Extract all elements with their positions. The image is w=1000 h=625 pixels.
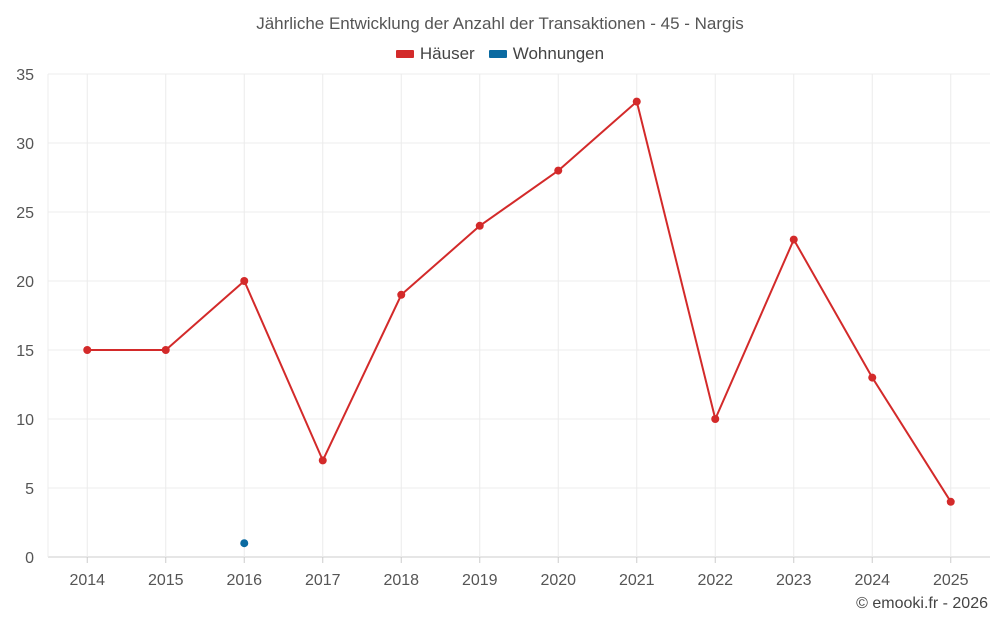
copyright-text: © emooki.fr - 2026 bbox=[856, 595, 988, 612]
data-point-series-0 bbox=[240, 277, 249, 285]
y-tick-label: 10 bbox=[16, 412, 34, 429]
data-point-series-0 bbox=[161, 346, 170, 354]
y-tick-label: 5 bbox=[25, 481, 34, 498]
legend-item-wohnungen[interactable]: Wohnungen bbox=[488, 44, 605, 64]
x-tick-label: 2016 bbox=[226, 572, 262, 589]
x-tick-label: 2015 bbox=[148, 572, 184, 589]
x-tick-label: 2019 bbox=[462, 572, 498, 589]
data-point-series-0 bbox=[868, 373, 877, 382]
y-tick-label: 35 bbox=[16, 67, 34, 84]
x-tick-label: 2024 bbox=[854, 572, 890, 589]
y-tick-label: 20 bbox=[16, 274, 34, 291]
legend-item-haeuser[interactable]: Häuser bbox=[395, 44, 475, 64]
legend-label-haeuser: Häuser bbox=[419, 44, 475, 63]
x-tick-label: 2017 bbox=[305, 572, 341, 589]
x-tick-label: 2021 bbox=[619, 572, 655, 589]
data-point-series-1 bbox=[240, 539, 249, 548]
y-tick-label: 15 bbox=[16, 343, 34, 360]
series-line-0 bbox=[87, 100, 952, 503]
data-point-series-0 bbox=[711, 415, 720, 423]
data-point-series-0 bbox=[397, 290, 406, 299]
x-tick-label: 2023 bbox=[776, 572, 812, 589]
data-point-series-0 bbox=[83, 346, 92, 354]
data-point-series-0 bbox=[789, 235, 798, 244]
data-point-series-0 bbox=[632, 97, 641, 106]
data-point-series-0 bbox=[475, 221, 484, 230]
y-tick-label: 25 bbox=[16, 205, 34, 222]
y-tick-label: 30 bbox=[16, 136, 34, 153]
data-point-series-0 bbox=[318, 456, 327, 465]
x-tick-label: 2025 bbox=[933, 572, 969, 589]
x-tick-label: 2018 bbox=[383, 572, 419, 589]
y-tick-label: 0 bbox=[25, 550, 34, 567]
chart-title: Jährliche Entwicklung der Anzahl der Tra… bbox=[256, 14, 744, 33]
x-tick-label: 2022 bbox=[697, 572, 733, 589]
legend-swatch-wohnungen bbox=[488, 50, 507, 58]
data-point-series-0 bbox=[946, 497, 955, 506]
x-tick-label: 2020 bbox=[540, 572, 576, 589]
x-tick-label: 2014 bbox=[69, 572, 105, 589]
legend-label-wohnungen: Wohnungen bbox=[512, 44, 605, 63]
legend: Häuser Wohnungen bbox=[0, 44, 1000, 64]
data-point-series-0 bbox=[554, 166, 563, 175]
legend-swatch-haeuser bbox=[395, 50, 414, 58]
